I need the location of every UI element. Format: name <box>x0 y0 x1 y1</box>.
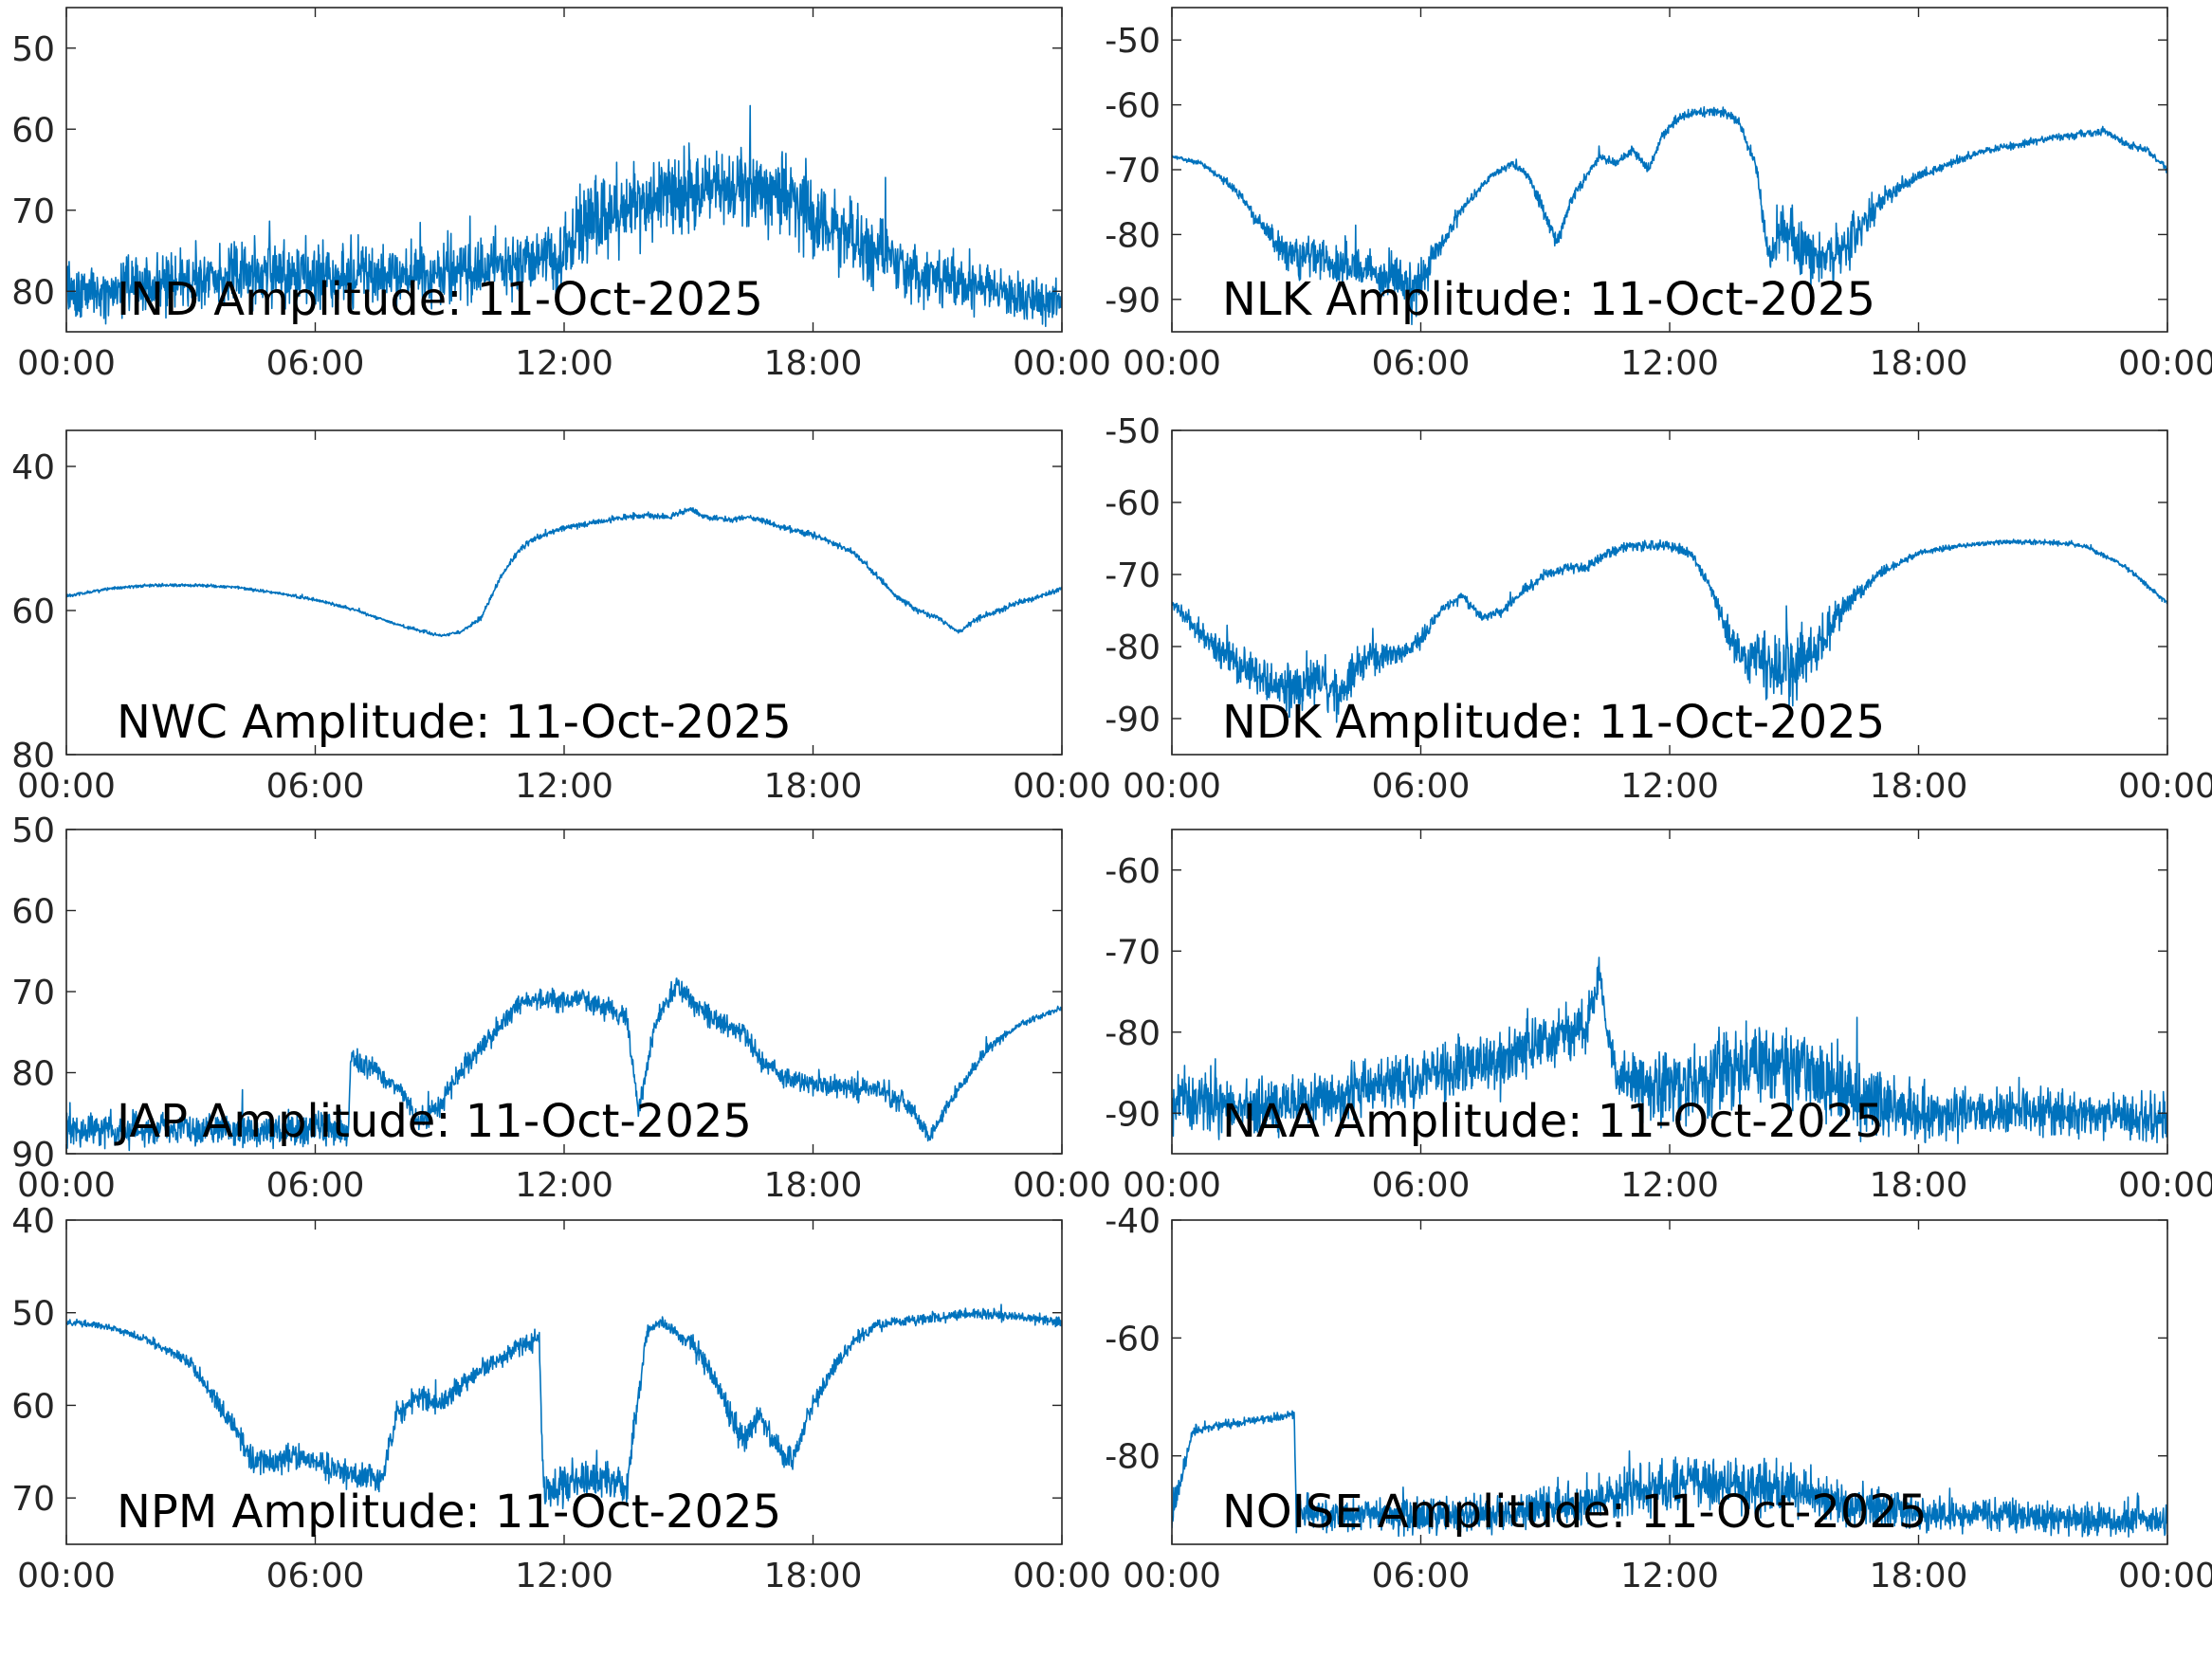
amplitude-trace <box>66 104 1062 327</box>
x-tick-label: 06:00 <box>1372 1166 1471 1205</box>
x-tick-label: 00:00 <box>1123 767 1221 806</box>
x-tick-label: 18:00 <box>1870 1166 1968 1205</box>
plot-annotation: NDK Amplitude: 11-Oct-2025 <box>1222 696 1885 749</box>
subplot-4: 00:00 06:00 12:00 18:00 00:00 -50 -60 -70 -80 -90… <box>1105 412 2212 806</box>
x-tick-label: 06:00 <box>266 767 365 806</box>
y-tick-label: -60 <box>1105 852 1161 891</box>
y-tick-label: 80 <box>11 273 55 312</box>
plot-annotation: NPM Amplitude: 11-Oct-2025 <box>117 1486 781 1539</box>
x-tick-label: 00:00 <box>2118 344 2212 383</box>
x-tick-label: 12:00 <box>515 344 613 383</box>
y-tick-label: 50 <box>11 811 55 850</box>
x-tick-label: 00:00 <box>2118 1166 2212 1205</box>
y-tick-label: 60 <box>11 1387 55 1426</box>
amplitude-trace <box>66 506 1062 638</box>
x-tick-label: 00:00 <box>1013 1166 1111 1205</box>
y-tick-label: 40 <box>11 1202 55 1241</box>
x-tick-label: 18:00 <box>764 767 863 806</box>
subplot-5: 00:00 06:00 12:00 18:00 00:00 50 60 70 80 90 JAP A… <box>11 811 1111 1205</box>
subplot-7: 00:00 06:00 12:00 18:00 00:00 40 50 60 70 NPM Amp… <box>11 1202 1111 1595</box>
amplitude-trace <box>1172 106 2167 325</box>
plot-annotation: NWC Amplitude: 11-Oct-2025 <box>117 696 792 749</box>
y-tick-label: 70 <box>11 1480 55 1519</box>
y-tick-label: -80 <box>1105 1014 1161 1053</box>
x-tick-label: 00:00 <box>1123 344 1221 383</box>
y-tick-label: 60 <box>11 893 55 932</box>
y-tick-label: 70 <box>11 974 55 1012</box>
subplot-1: 00:00 06:00 12:00 18:00 00:00 50 60 70 80 IND Amp… <box>11 7 1111 383</box>
y-tick-label: 70 <box>11 192 55 231</box>
x-tick-label: 00:00 <box>2118 767 2212 806</box>
amplitude-trace <box>66 977 1062 1152</box>
y-tick-label: -60 <box>1105 484 1161 523</box>
plot-annotation: NOISE Amplitude: 11-Oct-2025 <box>1222 1486 1928 1539</box>
amplitude-trace <box>1172 538 2167 723</box>
x-tick-label: 00:00 <box>17 344 116 383</box>
amplitude-trace <box>1172 957 2167 1144</box>
subplot-3: 00:00 06:00 12:00 18:00 00:00 40 60 80 NWC Ampli… <box>11 429 1111 806</box>
y-tick-label: -80 <box>1105 1438 1161 1477</box>
x-tick-label: 00:00 <box>1123 1166 1221 1205</box>
x-tick-label: 00:00 <box>2118 1557 2212 1595</box>
y-tick-label: 60 <box>11 592 55 631</box>
y-tick-label: 90 <box>11 1136 55 1175</box>
x-tick-label: 06:00 <box>266 344 365 383</box>
x-tick-label: 06:00 <box>266 1166 365 1205</box>
x-tick-label: 00:00 <box>1013 1557 1111 1595</box>
subplot-2: 00:00 06:00 12:00 18:00 00:00 -50 -60 -70 -80 -90… <box>1105 7 2212 383</box>
x-tick-label: 18:00 <box>1870 767 1968 806</box>
x-tick-label: 00:00 <box>17 767 116 806</box>
y-tick-label: -90 <box>1105 282 1161 320</box>
x-tick-label: 06:00 <box>266 1557 365 1595</box>
x-tick-label: 00:00 <box>1013 767 1111 806</box>
x-tick-label: 12:00 <box>1620 767 1719 806</box>
plot-annotation: NAA Amplitude: 11-Oct-2025 <box>1222 1095 1884 1148</box>
y-tick-label: 40 <box>11 448 55 487</box>
y-tick-label: 80 <box>11 1055 55 1094</box>
x-tick-label: 18:00 <box>764 1166 863 1205</box>
amplitude-trace <box>66 1304 1062 1510</box>
x-tick-label: 18:00 <box>1870 344 1968 383</box>
x-tick-label: 18:00 <box>764 1557 863 1595</box>
y-tick-label: -50 <box>1105 412 1161 451</box>
x-tick-label: 12:00 <box>1620 1557 1719 1595</box>
y-tick-label: -90 <box>1105 1095 1161 1134</box>
x-tick-label: 12:00 <box>515 1166 613 1205</box>
x-tick-label: 06:00 <box>1372 767 1471 806</box>
x-tick-label: 00:00 <box>17 1557 116 1595</box>
x-tick-label: 18:00 <box>1870 1557 1968 1595</box>
amplitude-trace <box>1172 1410 2167 1538</box>
y-tick-label: -70 <box>1105 152 1161 191</box>
x-tick-label: 00:00 <box>1123 1557 1221 1595</box>
subplot-6: 00:00 06:00 12:00 18:00 00:00 -60 -70 -80 -90 NAA… <box>1105 829 2212 1205</box>
y-tick-label: 50 <box>11 30 55 69</box>
x-tick-label: 06:00 <box>1372 1557 1471 1595</box>
x-tick-label: 00:00 <box>17 1166 116 1205</box>
y-tick-label: 60 <box>11 111 55 150</box>
x-tick-label: 18:00 <box>764 344 863 383</box>
plot-annotation: JAP Amplitude: 11-Oct-2025 <box>114 1095 752 1148</box>
y-tick-label: -40 <box>1105 1202 1161 1241</box>
x-tick-label: 12:00 <box>1620 1166 1719 1205</box>
y-tick-label: -50 <box>1105 22 1161 61</box>
y-tick-label: 80 <box>11 737 55 775</box>
y-tick-label: -90 <box>1105 701 1161 739</box>
y-tick-label: -60 <box>1105 1320 1161 1358</box>
subplot-8: 00:00 06:00 12:00 18:00 00:00 -40 -60 -80 NOISE … <box>1105 1202 2212 1595</box>
x-tick-label: 00:00 <box>1013 344 1111 383</box>
x-tick-label: 12:00 <box>515 1557 613 1595</box>
y-tick-label: -60 <box>1105 87 1161 126</box>
y-tick-label: -80 <box>1105 629 1161 667</box>
y-tick-label: -70 <box>1105 933 1161 972</box>
plot-annotation: NLK Amplitude: 11-Oct-2025 <box>1222 273 1875 326</box>
y-tick-label: 50 <box>11 1295 55 1334</box>
x-tick-label: 06:00 <box>1372 344 1471 383</box>
y-tick-label: -70 <box>1105 556 1161 595</box>
plot-annotation: IND Amplitude: 11-Oct-2025 <box>117 273 763 326</box>
x-tick-label: 12:00 <box>1620 344 1719 383</box>
x-tick-label: 12:00 <box>515 767 613 806</box>
y-tick-label: -80 <box>1105 216 1161 255</box>
